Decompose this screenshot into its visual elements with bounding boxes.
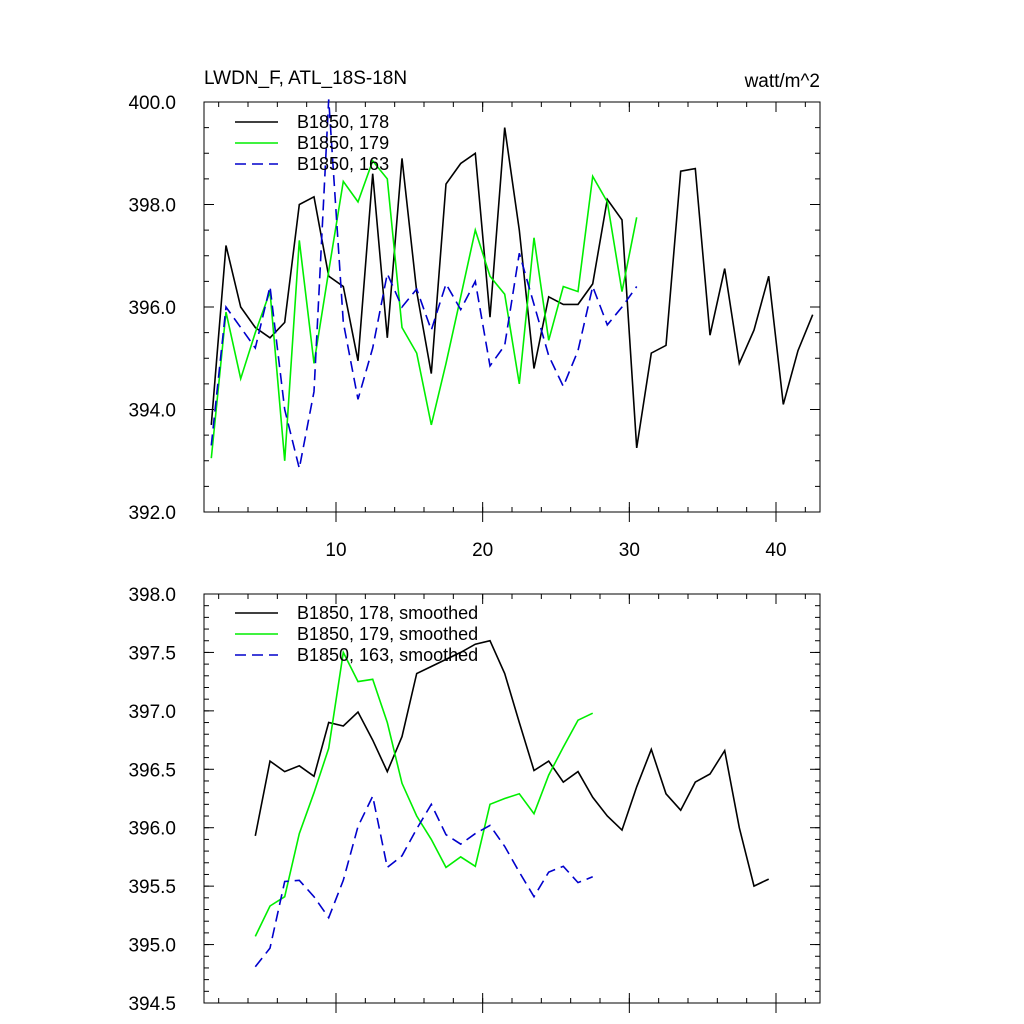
legend-label-179: B1850, 179 [297,133,389,153]
top-legend: B1850, 178 B1850, 179 B1850, 163 [235,112,389,174]
bottom-plot-panel: 394.5 395.0 395.5 396.0 396.5 397.0 397.5 398.0 [128,585,821,1015]
y-tick-label: 395.0 [128,936,176,957]
units-label: watt/m^2 [744,71,820,92]
legend-label-179-smoothed: B1850, 179, smoothed [297,624,478,644]
y-tick-label: 396.0 [128,298,176,319]
y-tick-label: 396.5 [128,760,176,781]
y-tick-label: 394.0 [128,401,176,422]
x-tick-label: 20 [472,540,493,561]
x-tick-label: 30 [619,540,640,561]
legend-label-163: B1850, 163 [297,154,389,174]
legend-label-178: B1850, 178 [297,112,389,132]
series-line-2 [210,99,638,469]
series-line-2 [254,793,593,968]
y-tick-label: 397.5 [128,643,176,664]
series-line-0 [254,639,770,888]
y-tick-label: 398.0 [128,585,176,606]
x-tick-label: 40 [765,540,786,561]
bottom-legend: B1850, 178, smoothed B1850, 179, smoothe… [235,603,478,665]
y-tick-label: 398.0 [128,196,176,217]
chart-title: LWDN_F, ATL_18S-18N [204,68,407,89]
y-tick-label: 400.0 [128,93,176,114]
y-tick-label: 396.0 [128,819,176,840]
legend-label-178-smoothed: B1850, 178, smoothed [297,603,478,623]
y-tick-label: 395.5 [128,877,176,898]
series-line-1 [210,159,638,461]
top-plot-panel: 10 20 30 40 392.0 394.0 396.0 398.0 400.0 [128,93,821,561]
x-tick-label: 10 [325,540,346,561]
y-tick-label: 394.5 [128,994,176,1015]
legend-label-163-smoothed: B1850, 163, smoothed [297,645,478,665]
y-tick-label: 397.0 [128,702,176,723]
series-line-0 [210,127,814,449]
y-tick-label: 392.0 [128,503,176,524]
series-line-1 [254,649,594,937]
